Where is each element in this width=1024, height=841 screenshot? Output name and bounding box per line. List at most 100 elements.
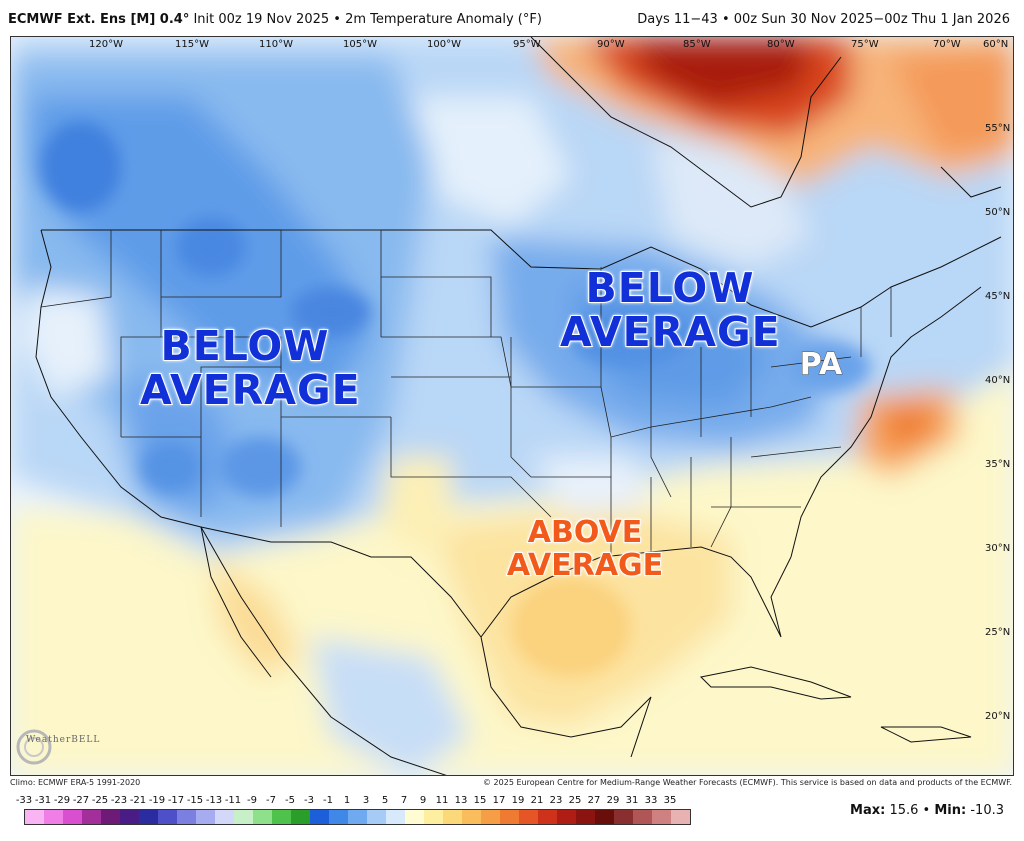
colorbar-tick-label: 29	[606, 795, 620, 806]
lat-label: 20°N	[985, 711, 1010, 722]
colorbar	[24, 809, 691, 825]
colorbar-tick-label: 19	[511, 795, 525, 806]
anomaly-map: 120°W 115°W 110°W 105°W 100°W 95°W 90°W …	[11, 37, 1013, 775]
colorbar-swatch	[310, 810, 329, 824]
borders	[35, 37, 1002, 775]
climo-note: Climo: ECMWF ERA-5 1991-2020	[10, 778, 141, 787]
colorbar-tick-label: -3	[304, 795, 314, 806]
colorbar-swatch	[25, 810, 44, 824]
lon-label: 95°W	[513, 39, 541, 50]
colorbar-tick-label: -5	[285, 795, 295, 806]
colorbar-swatch	[329, 810, 348, 824]
lon-label: 85°W	[683, 39, 711, 50]
colorbar-tick-label: 3	[362, 795, 370, 806]
colorbar-swatch	[158, 810, 177, 824]
colorbar-tick-label: -29	[53, 795, 71, 806]
lat-label: 40°N	[985, 375, 1010, 386]
below-average-east-label: BELOW AVERAGE	[559, 264, 781, 356]
colorbar-swatch	[291, 810, 310, 824]
colorbar-tick-label: 21	[530, 795, 544, 806]
colorbar-tick-label: -15	[186, 795, 204, 806]
label-line: BELOW	[160, 322, 330, 370]
lat-label: 50°N	[985, 207, 1010, 218]
model-name: ECMWF Ext. Ens [M] 0.4°	[8, 12, 190, 27]
colorbar-swatch	[500, 810, 519, 824]
colorbar-tick-label: -33	[15, 795, 33, 806]
state-label-pa: PA	[799, 347, 843, 382]
colorbar-tick-label: 5	[381, 795, 389, 806]
map-title: ECMWF Ext. Ens [M] 0.4° Init 00z 19 Nov …	[8, 12, 542, 27]
colorbar-tick-label: -17	[167, 795, 185, 806]
above-average-label: ABOVE AVERAGE	[500, 517, 670, 583]
colorbar-tick-label: -13	[205, 795, 223, 806]
colorbar-swatch	[538, 810, 557, 824]
colorbar-tick-label: -9	[247, 795, 257, 806]
colorbar-swatch	[367, 810, 386, 824]
colorbar-tick-label: 17	[492, 795, 506, 806]
colorbar-swatch	[443, 810, 462, 824]
map-area: 120°W 115°W 110°W 105°W 100°W 95°W 90°W …	[10, 36, 1014, 776]
lat-label: 35°N	[985, 459, 1010, 470]
colorbar-tick-label: -23	[110, 795, 128, 806]
lon-label: 100°W	[427, 39, 461, 50]
colorbar-swatch	[386, 810, 405, 824]
separator: •	[918, 803, 935, 818]
colorbar-tick-label: 13	[454, 795, 468, 806]
colorbar-swatch	[576, 810, 595, 824]
colorbar-tick-label: 27	[587, 795, 601, 806]
label-line: AVERAGE	[139, 366, 361, 414]
colorbar-tick-label: -27	[72, 795, 90, 806]
colorbar-tick-label: 31	[625, 795, 639, 806]
below-average-west-label: BELOW AVERAGE	[139, 322, 361, 414]
lat-label: 25°N	[985, 627, 1010, 638]
label-line: BELOW	[585, 264, 755, 312]
colorbar-swatch	[633, 810, 652, 824]
colorbar-tick-label: -19	[148, 795, 166, 806]
colorbar-swatch	[101, 810, 120, 824]
colorbar-tick-label: -7	[266, 795, 276, 806]
colorbar-swatch	[139, 810, 158, 824]
graticule-labels: 120°W 115°W 110°W 105°W 100°W 95°W 90°W …	[89, 39, 1010, 722]
colorbar-tick-label: 15	[473, 795, 487, 806]
lat-label: 30°N	[985, 543, 1010, 554]
colorbar-swatch	[595, 810, 614, 824]
colorbar-swatch	[671, 810, 690, 824]
label-line: AVERAGE	[506, 548, 664, 583]
colorbar-swatch	[519, 810, 538, 824]
min-value: -10.3	[970, 803, 1004, 818]
lon-label: 90°W	[597, 39, 625, 50]
weatherbell-logo	[12, 723, 108, 769]
max-min-readout: Max: 15.6 • Min: -10.3	[850, 803, 1004, 818]
colorbar-tick-label: -1	[323, 795, 333, 806]
colorbar-swatch	[424, 810, 443, 824]
colorbar-swatch	[652, 810, 671, 824]
lon-label: 75°W	[851, 39, 879, 50]
lon-label: 110°W	[259, 39, 293, 50]
colorbar-swatch	[196, 810, 215, 824]
valid-period: Days 11−43 • 00z Sun 30 Nov 2025−00z Thu…	[637, 12, 1010, 27]
colorbar-swatch	[405, 810, 424, 824]
max-label: Max:	[850, 803, 886, 818]
colorbar-tick-label: -25	[91, 795, 109, 806]
lat-label: 55°N	[985, 123, 1010, 134]
colorbar-tick-label: 1	[343, 795, 351, 806]
logo-text: WeatherBELL	[26, 735, 101, 745]
colorbar-tick-label: 25	[568, 795, 582, 806]
colorbar-swatch	[63, 810, 82, 824]
lat-label: 60°N	[983, 39, 1008, 50]
colorbar-swatch	[253, 810, 272, 824]
lon-label: 105°W	[343, 39, 377, 50]
colorbar-tick-label: 33	[644, 795, 658, 806]
colorbar-tick-label: -11	[224, 795, 242, 806]
colorbar-tick-label: 35	[663, 795, 677, 806]
label-line: AVERAGE	[559, 308, 781, 356]
colorbar-tick-label: 11	[435, 795, 449, 806]
init-time: Init 00z 19 Nov 2025 • 2m Temperature An…	[189, 12, 542, 27]
colorbar-swatch	[234, 810, 253, 824]
lat-label: 45°N	[985, 291, 1010, 302]
state-lines	[40, 229, 892, 557]
colorbar-tick-label: 23	[549, 795, 563, 806]
copyright-note: © 2025 European Centre for Medium-Range …	[483, 778, 1012, 787]
lon-label: 70°W	[933, 39, 961, 50]
colorbar-swatch	[120, 810, 139, 824]
